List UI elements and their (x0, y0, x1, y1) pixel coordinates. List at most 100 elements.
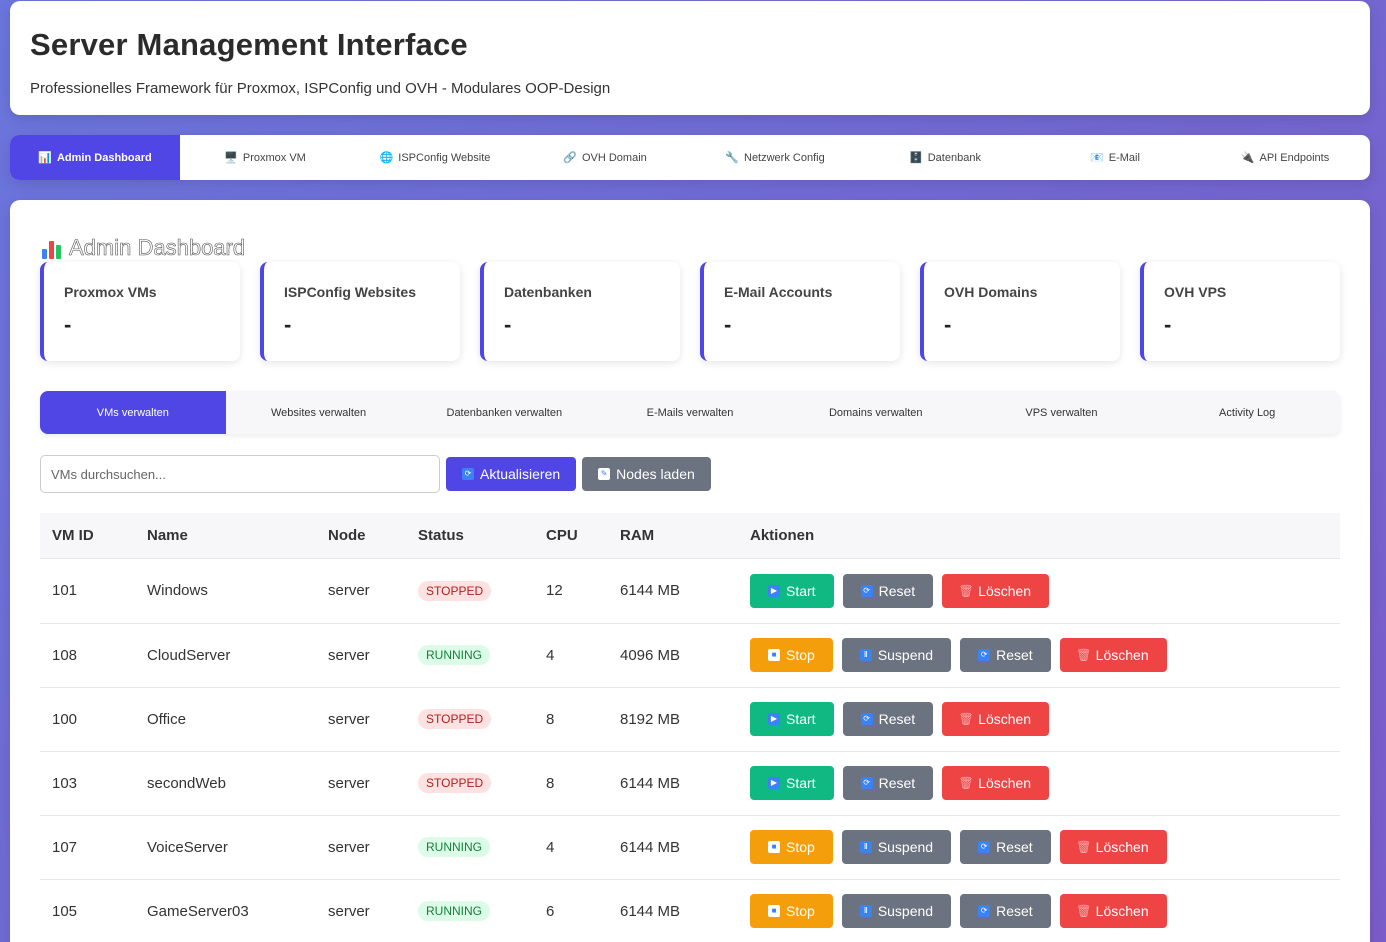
proxmox-vm-icon: 🖥️ (224, 152, 238, 164)
start-button-label: Start (786, 711, 816, 727)
nav-tab-proxmox-vm[interactable]: 🖥️ Proxmox VM (180, 135, 350, 180)
subtab-vps-verwalten[interactable]: VPS verwalten (1025, 406, 1098, 419)
cell-status: STOPPED (406, 751, 534, 816)
load-nodes-button[interactable]: ✎ Nodes laden (582, 457, 711, 491)
cell-ram: 4096 MB (608, 623, 738, 688)
page-title: Server Management Interface (30, 27, 468, 62)
start-button-label: Start (786, 582, 816, 599)
row-actions: ■ Stop Ⅱ Suspend ⟳ Reset 🗑 Löschen (750, 830, 1328, 864)
cell-name: Office (135, 687, 316, 752)
start-vm-button[interactable]: ▶ Start (750, 702, 834, 736)
delete-vm-button[interactable]: 🗑 Löschen (1059, 894, 1167, 928)
reset-vm-button[interactable]: ⟳ Reset (842, 573, 934, 608)
nav-tab-e-mail[interactable]: 📧 E-Mail (1030, 135, 1200, 180)
stat-value: - (64, 312, 72, 337)
delete-vm-button[interactable]: 🗑 Löschen (1059, 638, 1167, 672)
refresh-icon: ⟳ (978, 905, 991, 917)
cell-status: RUNNING (406, 623, 534, 688)
delete-vm-button[interactable]: 🗑 Löschen (942, 573, 1050, 608)
row-actions: ▶ Start ⟳ Reset 🗑 Löschen (750, 766, 1328, 800)
subtab-domains-verwalten[interactable]: Domains verwalten (828, 406, 923, 419)
nav-tab-netzwerk-config[interactable]: 🔧 Netzwerk Config (690, 135, 860, 180)
trash-icon: 🗑 (958, 583, 974, 598)
suspend-vm-button[interactable]: Ⅱ Suspend (841, 830, 952, 864)
sub-tabs: VMs verwalten Websites verwalten Datenbank… (40, 391, 1340, 434)
stat-card-ovh-vps: OVH VPS - (1140, 262, 1340, 361)
cell-cpu: 4 (534, 623, 608, 688)
refresh-icon: ⟳ (860, 713, 873, 725)
cell-actions: ▶ Start ⟳ Reset 🗑 Löschen (738, 558, 1340, 624)
column-header: VM ID (40, 513, 135, 559)
table-row: 101 Windows server STOPPED 12 6144 MB ▶ Start ⟳ R… (40, 558, 1340, 624)
cell-name: VoiceServer (135, 815, 316, 880)
row-actions: ▶ Start ⟳ Reset 🗑 Löschen (750, 702, 1328, 736)
status-badge: STOPPED (418, 580, 492, 601)
start-vm-button[interactable]: ▶ Start (750, 573, 834, 608)
subtab-websites-verwalten[interactable]: Websites verwalten (270, 406, 367, 419)
subtab-vms-verwalten[interactable]: VMs verwalten (40, 391, 226, 434)
suspend-button-label: Suspend (877, 903, 934, 919)
stat-label: E-Mail Accounts (724, 284, 833, 300)
reset-vm-button[interactable]: ⟳ Reset (960, 638, 1051, 672)
nav-tab-api-endpoints[interactable]: 🔌 API Endpoints (1200, 135, 1370, 180)
refresh-button-label: Aktualisieren (480, 466, 561, 482)
trash-icon: 🗑 (1076, 840, 1092, 854)
stop-vm-button[interactable]: ■ Stop (750, 830, 833, 864)
admin-dashboard-icon: 📊 (38, 152, 52, 164)
vm-table: VM ID Name Node Status CPU RAM Aktionen 101 Win… (40, 513, 1340, 942)
nav-tab-ispconfig-website[interactable]: 🌐 ISPConfig Website (350, 135, 520, 180)
trash-icon: 🗑 (958, 712, 974, 726)
stat-value: - (504, 312, 512, 337)
nav-tab-label: Proxmox VM (242, 151, 306, 164)
reset-vm-button[interactable]: ⟳ Reset (842, 702, 934, 736)
cell-id: 107 (40, 815, 135, 880)
stop-vm-button[interactable]: ■ Stop (750, 894, 833, 928)
play-icon: ▶ (768, 584, 780, 597)
reset-vm-button[interactable]: ⟳ Reset (960, 894, 1051, 928)
suspend-vm-button[interactable]: Ⅱ Suspend (841, 638, 952, 672)
table-row: 105 GameServer03 server RUNNING 6 6144 MB ■ Sto… (40, 879, 1340, 942)
delete-vm-button[interactable]: 🗑 Löschen (942, 766, 1050, 800)
vm-search-input[interactable] (40, 455, 440, 493)
table-row: 103 secondWeb server STOPPED 8 6144 MB ▶ Start ⟳… (40, 751, 1340, 816)
ovh-domain-icon: 🔗 (563, 152, 577, 164)
pause-icon: Ⅱ (859, 841, 872, 853)
start-vm-button[interactable]: ▶ Start (750, 766, 834, 800)
chart-icon (42, 237, 61, 259)
nav-tab-ovh-domain[interactable]: 🔗 OVH Domain (520, 135, 690, 180)
reset-button-label: Reset (878, 711, 916, 727)
nav-tab-label: ISPConfig Website (398, 151, 491, 164)
reset-vm-button[interactable]: ⟳ Reset (960, 830, 1051, 864)
subtab-e-mails-verwalten[interactable]: E-Mails verwalten (646, 406, 734, 419)
nav-tab-admin-dashboard[interactable]: 📊 Admin Dashboard (10, 135, 180, 180)
column-header: Aktionen (738, 513, 1340, 559)
cell-node: server (316, 623, 406, 688)
stop-vm-button[interactable]: ■ Stop (750, 638, 833, 672)
stat-card-ovh-domains: OVH Domains - (920, 262, 1120, 361)
main-nav: 📊 Admin Dashboard 🖥️ Proxmox VM 🌐 ISPConfig W… (10, 135, 1370, 180)
cell-id: 105 (40, 879, 135, 942)
subtab-activity-log[interactable]: Activity Log (1219, 406, 1276, 419)
status-badge: STOPPED (418, 773, 492, 793)
stat-label: OVH VPS (1164, 284, 1227, 300)
datenbank-icon: 🗄️ (909, 152, 923, 164)
nav-tab-label: E-Mail (1108, 151, 1140, 164)
delete-vm-button[interactable]: 🗑 Löschen (942, 702, 1050, 736)
reset-vm-button[interactable]: ⟳ Reset (842, 766, 934, 800)
suspend-button-label: Suspend (877, 647, 934, 663)
reset-button-label: Reset (996, 647, 1033, 663)
delete-vm-button[interactable]: 🗑 Löschen (1059, 830, 1167, 864)
refresh-icon: ⟳ (462, 468, 474, 480)
status-badge: RUNNING (418, 901, 490, 921)
refresh-button[interactable]: ⟳ Aktualisieren (446, 457, 577, 491)
stop-button-label: Stop (786, 903, 815, 919)
cell-status: STOPPED (406, 558, 534, 624)
suspend-vm-button[interactable]: Ⅱ Suspend (841, 894, 952, 928)
status-badge: RUNNING (418, 645, 490, 665)
stop-icon: ■ (768, 649, 780, 661)
cell-status: STOPPED (406, 687, 534, 752)
stop-button-label: Stop (786, 839, 815, 855)
nav-tab-datenbank[interactable]: 🗄️ Datenbank (860, 135, 1030, 180)
stats-row: Proxmox VMs - ISPConfig Websites - Datenbank… (40, 262, 1340, 361)
subtab-datenbanken-verwalten[interactable]: Datenbanken verwalten (446, 406, 563, 419)
